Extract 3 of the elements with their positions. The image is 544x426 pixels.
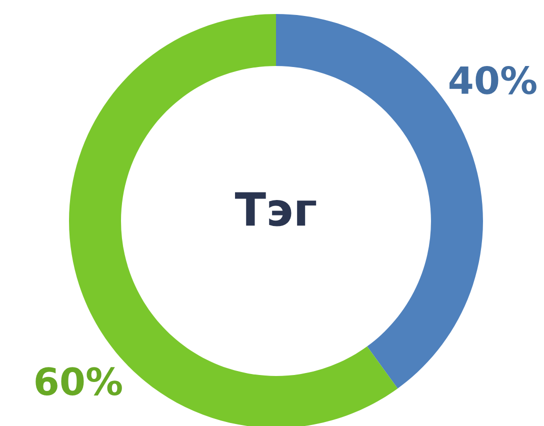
data-label: 60%: [36, 367, 122, 396]
data-label: 40%: [450, 66, 536, 94]
text: Тэг: [235, 192, 316, 226]
